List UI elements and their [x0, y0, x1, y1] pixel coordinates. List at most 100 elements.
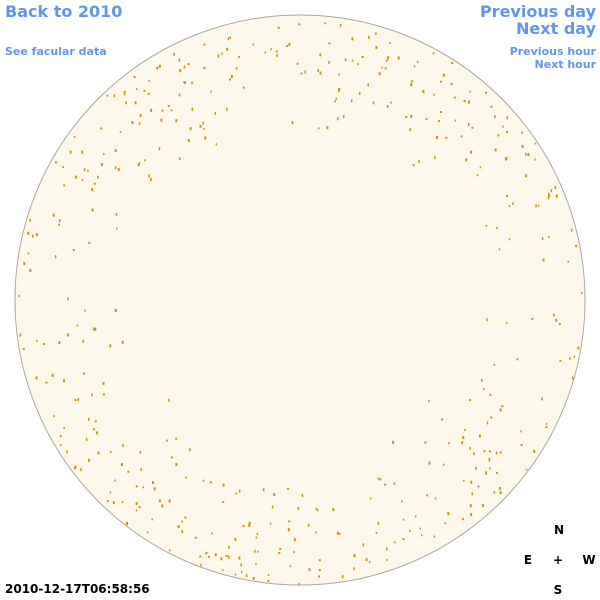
facula — [505, 131, 508, 134]
facula — [441, 418, 444, 421]
facula — [547, 196, 550, 200]
facula — [477, 485, 480, 488]
facula — [368, 36, 370, 39]
facula — [168, 398, 170, 402]
facula — [22, 348, 25, 350]
facula — [36, 339, 38, 342]
facula — [497, 134, 500, 137]
compass-center: + — [552, 553, 564, 567]
facula — [410, 83, 413, 87]
facula — [153, 487, 156, 491]
facula — [146, 531, 149, 534]
facula — [438, 120, 440, 123]
facula — [100, 127, 103, 130]
facula — [470, 480, 473, 484]
facula — [300, 72, 303, 75]
facula — [205, 552, 207, 555]
compass-west: W — [582, 553, 596, 567]
facula — [55, 161, 57, 164]
facula — [100, 163, 103, 166]
facula — [319, 71, 322, 75]
facula — [74, 466, 76, 470]
facula — [416, 60, 419, 63]
facula — [381, 66, 383, 69]
previous-day-link[interactable]: Previous day — [479, 2, 596, 21]
facula — [336, 531, 339, 535]
facula — [273, 493, 276, 496]
facula — [488, 457, 491, 461]
facula — [267, 579, 270, 582]
facula — [220, 557, 223, 561]
facula — [468, 100, 470, 104]
facula — [553, 313, 555, 317]
facula — [147, 92, 150, 95]
facula — [115, 213, 118, 216]
facula — [361, 56, 364, 58]
facula — [170, 109, 173, 112]
facula — [81, 150, 84, 154]
previous-hour-link[interactable]: Previous hour — [509, 45, 596, 58]
facula — [469, 504, 472, 508]
next-hour-link[interactable]: Next hour — [534, 58, 597, 71]
facula — [409, 529, 411, 532]
next-day-link[interactable]: Next day — [516, 19, 596, 38]
facula — [32, 234, 34, 238]
facula — [91, 393, 93, 397]
facula — [94, 420, 97, 423]
facula — [214, 553, 217, 557]
facula — [264, 51, 267, 54]
back-link[interactable]: Back to 2010 — [5, 2, 123, 21]
facula — [97, 451, 100, 455]
facula — [240, 563, 242, 567]
facula — [386, 105, 389, 108]
facula — [158, 499, 161, 503]
facula — [335, 97, 338, 100]
facula — [54, 255, 57, 259]
facula — [263, 488, 265, 492]
facula — [120, 463, 123, 466]
facula — [496, 226, 498, 229]
facula — [374, 32, 377, 35]
facula — [114, 166, 117, 170]
facula — [508, 238, 511, 241]
facula — [229, 78, 231, 81]
facula — [448, 442, 450, 445]
facula — [202, 479, 205, 482]
facula — [270, 48, 272, 51]
facula — [102, 381, 105, 385]
facula — [581, 292, 583, 295]
facula — [66, 450, 68, 454]
facula — [424, 441, 427, 444]
facula — [139, 113, 142, 117]
facula — [135, 485, 138, 488]
timestamp: 2010-12-17T06:58:56 — [5, 582, 150, 596]
facula — [121, 501, 124, 504]
facula — [545, 426, 548, 429]
facula — [230, 74, 233, 78]
facula — [334, 100, 336, 103]
facula — [127, 470, 130, 473]
facula — [411, 80, 414, 83]
facula — [316, 509, 319, 512]
facula — [577, 346, 580, 349]
facula — [184, 81, 186, 85]
facular-link[interactable]: See facular data — [5, 45, 107, 58]
facula — [471, 126, 474, 129]
facula — [483, 388, 485, 391]
facula — [58, 341, 61, 345]
facula — [114, 479, 116, 482]
facula — [144, 159, 146, 162]
facula — [226, 47, 229, 51]
facula — [418, 160, 420, 164]
facula — [74, 399, 77, 401]
facula — [229, 36, 231, 39]
facula — [442, 463, 445, 466]
facula — [296, 62, 299, 65]
facula — [485, 471, 488, 475]
facula — [454, 119, 457, 122]
facula — [495, 451, 498, 455]
facula — [390, 101, 392, 104]
facula — [200, 563, 202, 567]
facula — [571, 376, 574, 380]
facula — [365, 558, 368, 562]
